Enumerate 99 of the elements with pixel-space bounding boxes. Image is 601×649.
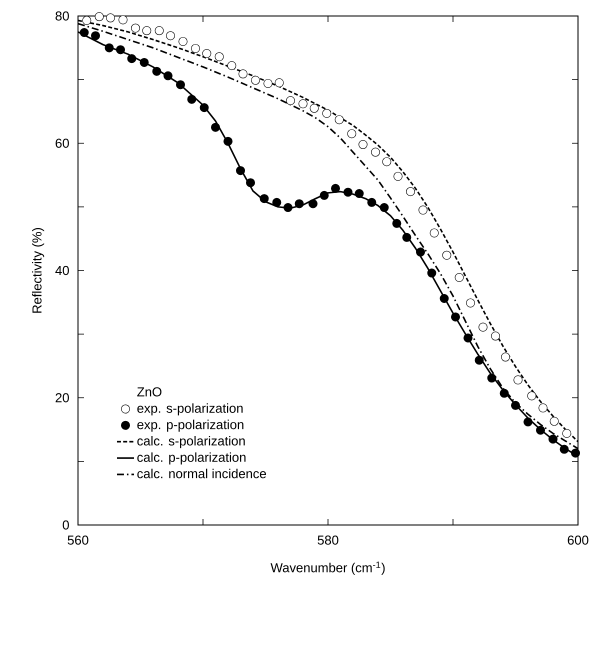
point <box>514 375 523 384</box>
y-tick-label: 60 <box>56 138 69 148</box>
point <box>474 356 484 365</box>
point <box>187 94 196 104</box>
point <box>272 198 282 207</box>
point <box>331 184 340 193</box>
point <box>367 198 376 207</box>
point <box>127 54 136 64</box>
point <box>464 333 473 342</box>
point <box>380 203 389 212</box>
point <box>524 417 533 426</box>
point <box>402 232 412 242</box>
point <box>382 157 392 166</box>
legend-title: ZnO <box>137 387 162 396</box>
point <box>166 31 175 40</box>
point <box>358 140 368 150</box>
point <box>416 248 426 257</box>
point <box>131 24 140 33</box>
point <box>500 388 509 398</box>
point <box>442 250 452 260</box>
point <box>418 206 428 215</box>
legend-label: exp. s-polarization <box>137 403 243 416</box>
x-tick-label: 600 <box>568 536 588 545</box>
point <box>200 103 209 112</box>
point <box>487 374 496 383</box>
point <box>371 148 380 157</box>
point <box>430 228 439 238</box>
y-tick-label: 20 <box>56 393 69 402</box>
point <box>571 448 580 458</box>
point <box>202 49 212 58</box>
point <box>536 426 546 435</box>
point <box>406 187 416 196</box>
point <box>322 108 332 118</box>
point <box>294 199 304 208</box>
point <box>548 434 558 444</box>
point <box>347 129 356 138</box>
point <box>427 268 436 278</box>
point <box>298 99 308 108</box>
y-tick-label: 40 <box>55 266 69 276</box>
point <box>260 194 269 204</box>
legend-label: calc. p-polarization <box>137 452 246 464</box>
y-tick-label: 80 <box>56 11 69 21</box>
point <box>246 178 256 188</box>
point <box>478 322 488 332</box>
legend-label: calc. normal incidence <box>137 468 266 478</box>
point <box>511 400 520 410</box>
point <box>527 391 536 400</box>
point <box>538 403 548 412</box>
point <box>224 136 233 146</box>
point <box>118 15 128 24</box>
y-tick-label: 0 <box>62 520 69 530</box>
point <box>227 61 236 70</box>
y-axis-title: Reflectivity (%) <box>32 228 44 313</box>
point <box>178 36 188 46</box>
point <box>440 294 449 303</box>
point <box>106 13 115 22</box>
point <box>308 199 318 208</box>
point <box>264 78 273 88</box>
point <box>116 45 125 54</box>
point <box>238 69 248 78</box>
x-tick-label: 580 <box>318 536 338 545</box>
point <box>392 218 402 228</box>
point <box>394 172 403 181</box>
point <box>80 28 89 38</box>
point <box>82 16 92 25</box>
point <box>142 26 152 36</box>
x-tick-label: 560 <box>68 536 88 545</box>
point <box>491 332 500 341</box>
point <box>284 203 293 212</box>
point <box>562 428 572 438</box>
point <box>451 312 460 322</box>
point <box>236 166 246 176</box>
point <box>550 416 559 426</box>
point <box>154 26 164 36</box>
point <box>286 96 296 106</box>
point <box>560 444 569 454</box>
legend-label: calc. s-polarization <box>137 436 245 448</box>
point <box>140 58 149 67</box>
point <box>274 78 284 88</box>
point <box>164 71 172 80</box>
point <box>344 188 353 197</box>
point <box>466 298 476 308</box>
point <box>251 76 260 85</box>
point <box>211 122 220 132</box>
point <box>176 80 185 90</box>
point <box>454 273 464 282</box>
point <box>334 115 344 124</box>
point <box>320 190 329 200</box>
point <box>501 352 510 362</box>
point <box>152 66 162 76</box>
point <box>191 44 200 53</box>
point <box>91 31 100 40</box>
point <box>310 104 319 113</box>
point <box>94 12 104 22</box>
point <box>214 52 224 62</box>
legend-label: exp. p-polarization <box>137 420 244 432</box>
point <box>354 189 364 198</box>
x-axis-title: Wavenumber (cm$^{-1}$) <box>270 562 385 575</box>
point <box>104 43 114 52</box>
